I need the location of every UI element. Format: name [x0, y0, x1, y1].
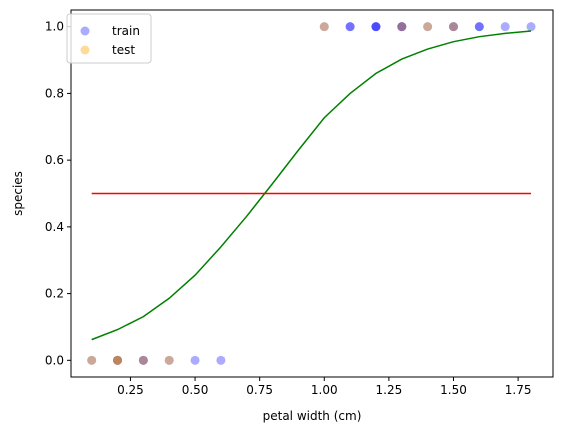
train-point: [87, 355, 97, 365]
test-point: [319, 22, 329, 32]
test-point: [397, 22, 407, 32]
green-curve: [91, 30, 532, 341]
train-point: [448, 22, 458, 32]
test-point: [448, 22, 458, 32]
y-axis-label: species: [11, 171, 25, 216]
train-point: [448, 22, 458, 32]
train-point: [371, 22, 381, 32]
train-point: [138, 355, 148, 365]
train-point: [397, 22, 407, 32]
train-point: [216, 355, 226, 365]
x-tick-label: 1.00: [311, 383, 338, 397]
test-point: [113, 355, 123, 365]
train-point: [190, 355, 200, 365]
legend-label-train: train: [112, 24, 140, 38]
test-point: [164, 355, 174, 365]
legend: train test: [66, 13, 152, 64]
train-point: [319, 22, 329, 32]
x-tick-label: 1.75: [505, 383, 532, 397]
train-point: [371, 22, 381, 32]
train-point: [526, 22, 536, 32]
legend-marker-test: [80, 45, 90, 55]
train-point: [345, 22, 355, 32]
legend-box: [66, 13, 152, 64]
test-point: [138, 355, 148, 365]
x-tick-label: 0.25: [117, 383, 144, 397]
y-tick-label: 0.4: [45, 220, 64, 234]
test-point: [423, 22, 433, 32]
y-tick-label: 0.8: [45, 86, 64, 100]
test-point: [113, 355, 123, 365]
train-point: [397, 22, 407, 32]
x-tick-label: 0.50: [182, 383, 209, 397]
train-point: [397, 22, 407, 32]
y-tick-label: 0.6: [45, 153, 64, 167]
test-point: [87, 355, 97, 365]
train-point: [371, 22, 381, 32]
y-tick-label: 1.0: [45, 20, 64, 34]
train-point: [474, 22, 484, 32]
train-point: [474, 22, 484, 32]
x-tick-label: 1.25: [376, 383, 403, 397]
y-tick-label: 0.0: [45, 353, 64, 367]
y-tick-label: 0.2: [45, 287, 64, 301]
legend-label-test: test: [112, 43, 135, 57]
train-point: [138, 355, 148, 365]
train-point: [423, 22, 433, 32]
train-point: [345, 22, 355, 32]
train-point: [113, 355, 123, 365]
x-tick-label: 1.50: [440, 383, 467, 397]
train-point: [113, 355, 123, 365]
x-tick-label: 0.75: [246, 383, 273, 397]
x-axis-label: petal width (cm): [263, 409, 362, 423]
axes-frame: [70, 9, 554, 378]
train-point: [164, 355, 174, 365]
legend-marker-train: [80, 26, 90, 36]
train-point: [113, 355, 123, 365]
train-point: [500, 22, 510, 32]
